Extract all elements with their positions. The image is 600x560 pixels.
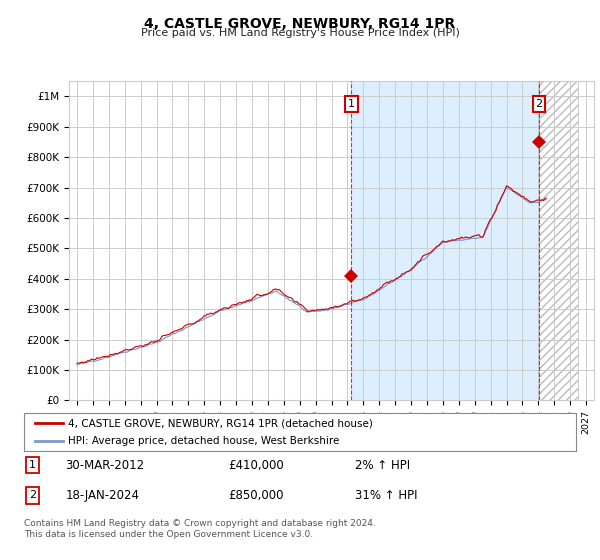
- Text: £410,000: £410,000: [228, 459, 284, 472]
- Text: 4, CASTLE GROVE, NEWBURY, RG14 1PR (detached house): 4, CASTLE GROVE, NEWBURY, RG14 1PR (deta…: [68, 418, 373, 428]
- Text: 31% ↑ HPI: 31% ↑ HPI: [355, 489, 418, 502]
- Text: 18-JAN-2024: 18-JAN-2024: [65, 489, 139, 502]
- Text: 1: 1: [348, 99, 355, 109]
- Text: 30-MAR-2012: 30-MAR-2012: [65, 459, 145, 472]
- Text: 1: 1: [29, 460, 36, 470]
- Text: Price paid vs. HM Land Registry's House Price Index (HPI): Price paid vs. HM Land Registry's House …: [140, 28, 460, 38]
- Text: 4, CASTLE GROVE, NEWBURY, RG14 1PR: 4, CASTLE GROVE, NEWBURY, RG14 1PR: [145, 17, 455, 31]
- Bar: [352, 81, 539, 400]
- Text: HPI: Average price, detached house, West Berkshire: HPI: Average price, detached house, West…: [68, 436, 340, 446]
- Text: 2: 2: [536, 99, 542, 109]
- Text: 2: 2: [29, 491, 36, 501]
- Text: 2% ↑ HPI: 2% ↑ HPI: [355, 459, 410, 472]
- Text: Contains HM Land Registry data © Crown copyright and database right 2024.
This d: Contains HM Land Registry data © Crown c…: [24, 519, 376, 539]
- Text: £850,000: £850,000: [228, 489, 284, 502]
